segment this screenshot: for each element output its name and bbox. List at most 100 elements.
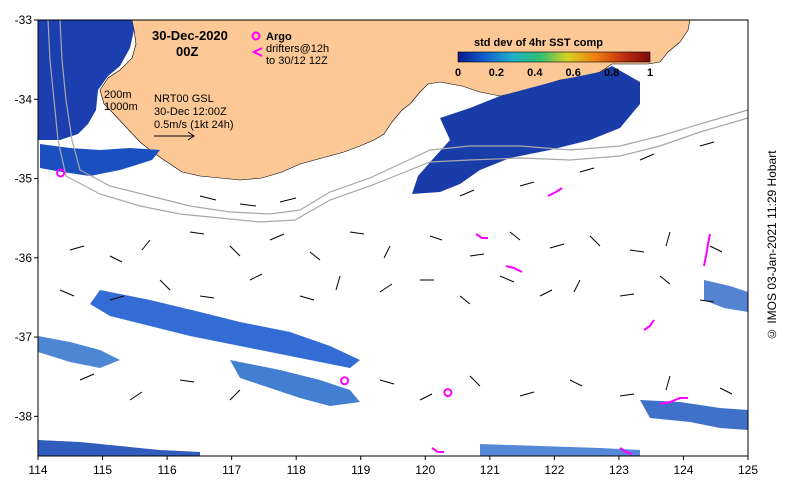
current-arrow (519, 181, 535, 187)
current-arrow (659, 275, 671, 285)
drifter-track (431, 447, 444, 453)
drifter-legend-icon (251, 47, 263, 57)
argo-float-marker (340, 376, 350, 386)
x-tick-label: 121 (480, 463, 500, 477)
y-tick-label: -33 (15, 13, 33, 27)
colorbar-tick-label: 1 (647, 67, 653, 79)
sst-patch-south-edge (38, 440, 200, 456)
current-arrow (459, 295, 471, 305)
current-arrow (665, 231, 671, 247)
x-tick-label: 123 (609, 463, 629, 477)
sst-patch-bottom-right (480, 444, 640, 456)
current-arrow (699, 141, 715, 147)
vector-scale-arrow (154, 131, 195, 141)
argo-legend-icon (251, 31, 261, 41)
credit-text: © IMOS 03-Jan-2021 11:29 Hobart (765, 150, 779, 342)
current-arrow (229, 389, 241, 401)
current-arrow (383, 245, 391, 259)
x-tick-label: 119 (351, 463, 370, 477)
y-tick-label: -34 (15, 92, 33, 106)
current-arrow (419, 393, 433, 401)
colorbar-ticks: 0 0.2 0.4 0.6 0.8 1 (455, 67, 653, 79)
current-arrow (249, 273, 263, 281)
current-arrow (141, 239, 151, 251)
current-arrow (719, 387, 733, 395)
drifters-legend-line1: drifters@12h (266, 43, 329, 55)
current-arrow (549, 243, 565, 249)
current-arrow (189, 231, 205, 235)
current-arrow (469, 253, 485, 257)
y-tick-label: -36 (15, 251, 33, 265)
current-arrow (665, 375, 671, 391)
x-tick-label: 114 (28, 463, 47, 477)
current-arrow (573, 279, 581, 293)
current-arrow (79, 373, 95, 381)
current-arrow (279, 197, 297, 203)
x-tick-label: 115 (93, 463, 112, 477)
argo-float-marker (443, 388, 453, 398)
colorbar-tick-label: 0.8 (604, 67, 619, 79)
current-arrow (429, 235, 443, 241)
current-arrow (129, 391, 143, 401)
drifter-tracks (431, 187, 711, 455)
argo-legend-label: Argo (266, 31, 292, 43)
current-arrow (269, 233, 285, 241)
drifter-track (547, 187, 563, 197)
x-tick-label: 122 (544, 463, 564, 477)
current-arrow (709, 245, 723, 253)
y-tick-label: -38 (15, 409, 33, 423)
current-arrow (509, 231, 521, 241)
current-arrow (199, 195, 217, 201)
current-arrow (469, 375, 481, 387)
isobath-1000m-label: 1000m (104, 101, 138, 113)
current-arrow (459, 189, 475, 197)
colorbar-title: std dev of 4hr SST comp (474, 37, 603, 49)
current-arrow (69, 245, 85, 251)
title-time: 00Z (176, 44, 198, 59)
drifter-track (505, 265, 523, 273)
current-arrow (239, 203, 257, 207)
model-time: 30-Dec 12:00Z (154, 106, 227, 118)
current-arrow (199, 295, 215, 299)
drifter-track (703, 233, 711, 267)
x-tick-label: 120 (415, 463, 435, 477)
current-arrow (589, 235, 601, 247)
x-tick-label: 116 (158, 463, 177, 477)
sst-patch-west-mid (38, 336, 120, 368)
axes: 114 115 116 117 118 119 120 121 122 123 124 125 -33 -… (15, 13, 759, 477)
map-frame (37, 19, 749, 457)
isobaths (47, 19, 749, 223)
current-arrow (539, 289, 553, 297)
colorbar-tick-label: 0.4 (527, 67, 543, 79)
current-arrow (109, 255, 123, 263)
x-tick-label: 125 (738, 463, 758, 477)
current-arrow (349, 231, 365, 235)
y-tick-label: -37 (15, 330, 33, 344)
sst-patch-southeast (640, 400, 748, 430)
colorbar-tick-label: 0 (455, 67, 461, 79)
current-arrow (499, 275, 515, 283)
current-arrow (229, 245, 241, 257)
model-label: NRT00 GSL (154, 93, 214, 105)
drifter-track (475, 233, 488, 239)
current-arrow (639, 153, 655, 161)
colorbar-tick-label: 0.2 (489, 67, 504, 79)
drifter-track (619, 447, 633, 455)
sst-patches (38, 20, 748, 456)
isobath-1000m (47, 19, 749, 223)
current-arrow (379, 283, 393, 293)
current-arrow (335, 275, 341, 291)
current-arrow (519, 391, 535, 397)
sst-patch-east (412, 66, 640, 194)
x-tick-label: 124 (673, 463, 693, 477)
drifter-track (643, 319, 655, 331)
current-arrow (569, 379, 583, 387)
isobath-200m-label: 200m (104, 89, 132, 101)
current-arrow (699, 299, 715, 303)
x-tick-label: 117 (222, 463, 241, 477)
sst-patch-east-edge (704, 280, 748, 312)
sst-patch-south-mid (230, 360, 360, 406)
current-arrow (179, 379, 195, 383)
title-date: 30-Dec-2020 (152, 28, 228, 43)
